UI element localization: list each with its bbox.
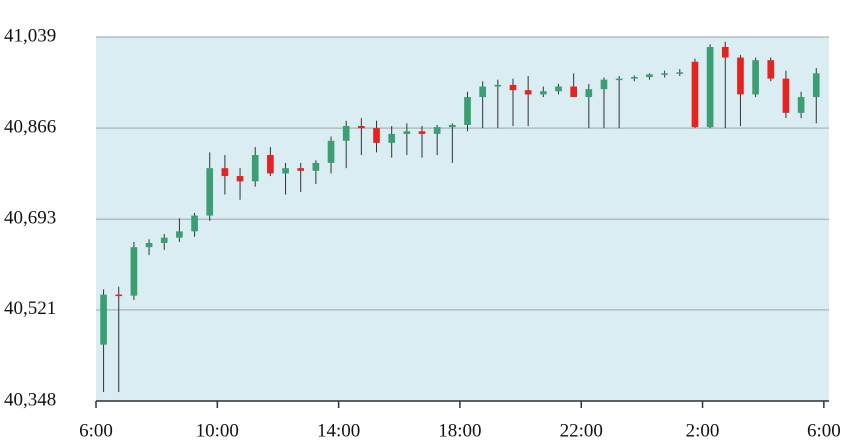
- candle-body: [600, 79, 608, 90]
- x-tick-label: 14:00: [317, 420, 360, 441]
- candle-body: [160, 237, 168, 243]
- candle-body: [433, 127, 441, 134]
- candle-body: [479, 86, 487, 98]
- candle-body: [585, 89, 593, 98]
- candle-body: [646, 74, 653, 78]
- y-tick-label: 40,866: [4, 116, 56, 137]
- x-tick-label: 18:00: [438, 420, 481, 441]
- candle-body: [676, 72, 684, 74]
- candle-body: [176, 231, 183, 238]
- candle-body: [145, 242, 153, 248]
- candle-body: [206, 168, 214, 216]
- candle-body: [191, 215, 198, 232]
- candle-body: [555, 86, 562, 92]
- candle-body: [752, 60, 759, 95]
- candle-body: [388, 133, 396, 143]
- candle-body: [312, 162, 320, 171]
- x-tick-label: 6:00: [807, 420, 841, 441]
- candle-body: [615, 78, 623, 81]
- candle-body: [797, 97, 805, 113]
- candle-body: [236, 176, 244, 182]
- y-tick-label: 40,693: [4, 208, 56, 229]
- candle-body: [267, 154, 274, 174]
- y-tick-label: 40,521: [4, 298, 56, 319]
- candle-body: [100, 294, 107, 345]
- candle-body: [767, 60, 775, 79]
- x-tick-label: 2:00: [686, 420, 720, 441]
- candle-body: [782, 78, 790, 113]
- candle-body: [812, 73, 820, 98]
- candle-body: [706, 47, 714, 128]
- x-tick-label: 22:00: [560, 420, 603, 441]
- candle-body: [539, 91, 547, 95]
- candle-body: [403, 131, 411, 134]
- candle-body: [373, 128, 380, 143]
- candle-body: [737, 57, 744, 95]
- y-tick-label: 41,039: [4, 25, 56, 46]
- candle-body: [282, 168, 289, 174]
- candle-body: [691, 61, 699, 128]
- candle-body: [630, 77, 638, 79]
- x-tick-label: 10:00: [196, 420, 239, 441]
- candle-body: [297, 168, 305, 171]
- candle-body: [524, 90, 532, 95]
- candle-body: [251, 154, 259, 182]
- candle-body: [494, 84, 502, 87]
- candle-body: [464, 97, 471, 125]
- candle-body: [721, 47, 729, 58]
- candle-body: [115, 294, 123, 297]
- candle-body: [418, 131, 426, 134]
- y-tick-label: 40,348: [4, 389, 56, 410]
- candle-body: [570, 86, 577, 98]
- candle-body: [358, 126, 365, 129]
- candle-body: [661, 73, 668, 75]
- candle-body: [130, 247, 138, 296]
- x-tick-label: 6:00: [79, 420, 113, 441]
- candle-body: [449, 124, 456, 128]
- candle-body: [221, 168, 229, 177]
- candle-body: [509, 84, 517, 91]
- candle-body: [327, 140, 335, 163]
- candle-body: [342, 126, 350, 141]
